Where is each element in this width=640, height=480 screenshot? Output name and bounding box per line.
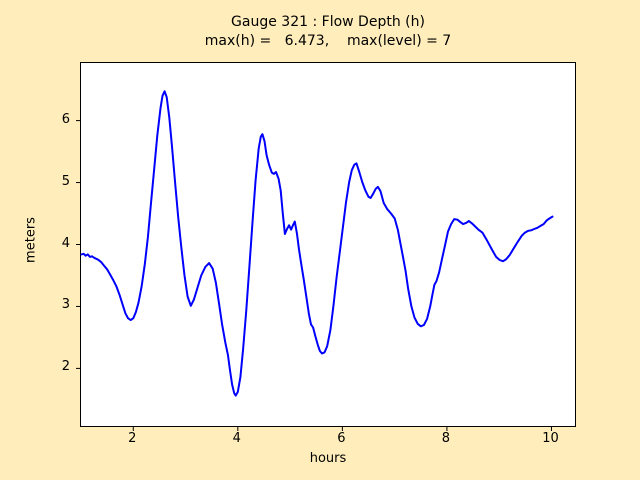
y-axis-label: meters [23, 217, 39, 263]
plot-title: Gauge 321 : Flow Depth (h) [231, 14, 425, 30]
y-tick-label: 4 [61, 235, 70, 251]
y-tick-label: 2 [61, 359, 70, 375]
title-block: Gauge 321 : Flow Depth (h) max(h) = 6.47… [80, 13, 576, 51]
y-tick-label: 5 [61, 173, 70, 189]
x-tick-label: 10 [542, 431, 559, 446]
flow-depth-line-chart [76, 90, 554, 431]
x-tick-label: 8 [441, 431, 451, 446]
y-tick-label: 3 [61, 297, 70, 313]
plot-area [76, 62, 576, 431]
x-tick-label: 2 [128, 431, 137, 446]
x-axis-label: hours [309, 451, 347, 466]
x-tick-label: 6 [337, 431, 346, 446]
flow-depth-curve [80, 90, 554, 397]
plot-subtitle: max(h) = 6.473, max(level) = 7 [204, 33, 452, 49]
y-tick-label: 6 [61, 111, 70, 127]
x-tick-label: 4 [232, 431, 241, 446]
